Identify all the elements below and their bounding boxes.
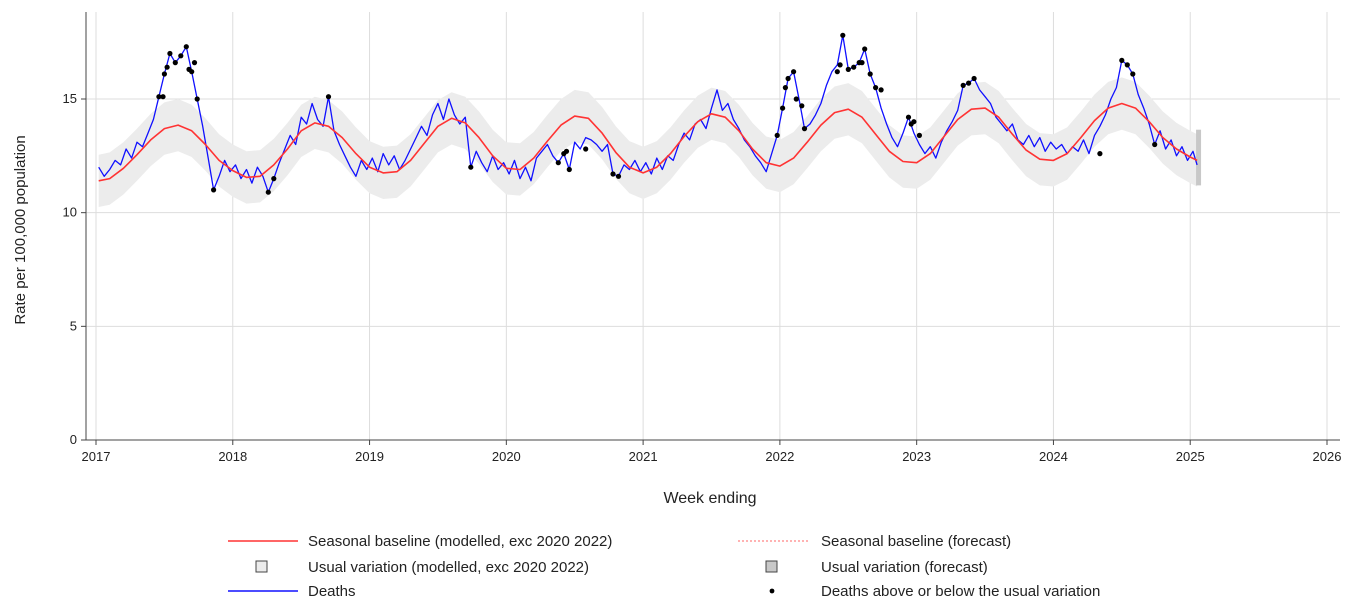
outlier-point [782, 85, 789, 91]
outlier-point [583, 146, 589, 152]
outlier-point [905, 114, 912, 120]
outlier-point [271, 176, 277, 182]
outlier-point [191, 60, 198, 66]
outlier-point [911, 119, 917, 125]
outlier-point [160, 94, 166, 100]
baseline-layer [98, 102, 1198, 182]
outlier-point [966, 80, 972, 86]
outlier-point [851, 64, 857, 70]
legend-label-deaths: Deaths [308, 583, 356, 600]
outlier-point [172, 60, 178, 66]
outlier-point [194, 96, 200, 102]
outlier-point [156, 94, 162, 100]
outlier-point [161, 71, 167, 77]
outlier-point [610, 171, 616, 177]
legend-item-baseline: Seasonal baseline (modelled, exc 2020 20… [228, 533, 612, 550]
legend: Seasonal baseline (modelled, exc 2020 20… [228, 533, 1100, 600]
outlier-point [211, 187, 217, 193]
x-tick-label: 2019 [355, 449, 384, 464]
outlier-point [878, 87, 884, 93]
outlier-point [793, 96, 799, 102]
x-tick-label: 2021 [629, 449, 658, 464]
outlier-point [774, 132, 780, 138]
outlier-point [840, 32, 846, 38]
outlier-point [183, 44, 189, 50]
x-tick-label: 2018 [218, 449, 247, 464]
outlier-point [971, 75, 977, 82]
legend-swatch-outliers [769, 588, 775, 594]
outlier-point [916, 132, 923, 138]
outlier-point [167, 50, 173, 57]
y-tick-label: 10 [63, 205, 77, 220]
y-axis-title: Rate per 100,000 population [12, 135, 29, 324]
axes [85, 12, 1340, 441]
outlier-point [1130, 71, 1136, 77]
legend-item-baseline_forecast: Seasonal baseline (forecast) [738, 533, 1011, 550]
outlier-point [799, 103, 805, 109]
outlier-point [1152, 141, 1158, 148]
outlier-point [837, 62, 843, 68]
legend-item-deaths: Deaths [228, 583, 356, 600]
legend-label-band_forecast: Usual variation (forecast) [821, 559, 988, 576]
usual-variation-band-layer [98, 77, 1202, 208]
seasonal-baseline-line [98, 102, 1198, 182]
outlier-point [164, 64, 170, 70]
legend-label-baseline: Seasonal baseline (modelled, exc 2020 20… [308, 533, 612, 550]
usual-variation-band [98, 77, 1198, 208]
outlier-point [785, 75, 791, 82]
outlier-point [563, 148, 570, 154]
legend-label-band: Usual variation (modelled, exc 2020 2022… [308, 559, 589, 576]
outlier-point [960, 82, 966, 88]
x-axis-title: Week ending [663, 490, 756, 507]
outlier-point [862, 46, 868, 52]
y-tick-label: 0 [70, 432, 77, 447]
outlier-point [791, 69, 797, 75]
legend-label-outliers: Deaths above or below the usual variatio… [821, 583, 1100, 600]
outlier-point [566, 166, 572, 173]
legend-swatch-band_forecast [765, 560, 778, 573]
x-tick-label: 2025 [1176, 449, 1205, 464]
outlier-point [780, 105, 786, 111]
usual-variation-forecast-band [1196, 129, 1202, 186]
legend-swatch-band [255, 560, 268, 573]
outlier-point [468, 164, 474, 170]
outlier-point [615, 173, 622, 179]
outlier-point [873, 85, 879, 91]
outlier-point [1124, 62, 1130, 68]
x-tick-label: 2026 [1313, 449, 1342, 464]
outlier-point [834, 69, 840, 75]
x-tick-label: 2023 [902, 449, 931, 464]
outlier-point [867, 71, 873, 77]
outlier-point [801, 126, 808, 132]
gridlines [86, 12, 1340, 440]
x-tick-label: 2022 [765, 449, 794, 464]
outlier-points-layer [156, 32, 1158, 195]
outlier-point [555, 160, 561, 166]
tick-labels: 2017 2018 2019 2020 2021 2022 2023 2024 2025 2026… [63, 91, 1342, 464]
x-tick-label: 2020 [492, 449, 521, 464]
y-tick-label: 5 [70, 318, 77, 333]
outlier-point [189, 69, 195, 75]
outlier-point [178, 53, 184, 59]
x-tick-label: 2017 [82, 449, 111, 464]
outlier-point [1097, 151, 1103, 157]
legend-label-baseline_forecast: Seasonal baseline (forecast) [821, 533, 1011, 550]
y-tick-label: 15 [63, 91, 77, 106]
legend-item-band: Usual variation (modelled, exc 2020 2022… [255, 559, 589, 576]
legend-item-band_forecast: Usual variation (forecast) [765, 559, 988, 576]
outlier-point [265, 189, 271, 195]
outlier-point [845, 66, 851, 72]
outlier-point [1119, 57, 1125, 64]
legend-item-outliers: Deaths above or below the usual variatio… [769, 583, 1100, 600]
outlier-point [859, 60, 865, 66]
x-tick-label: 2024 [1039, 449, 1068, 464]
outlier-point [325, 94, 332, 100]
